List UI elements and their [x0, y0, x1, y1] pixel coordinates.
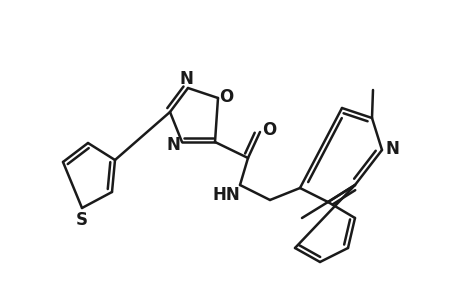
- Text: S: S: [76, 211, 88, 229]
- Text: HN: HN: [212, 186, 239, 204]
- Text: O: O: [261, 121, 275, 139]
- Text: O: O: [218, 88, 233, 106]
- Text: N: N: [179, 70, 192, 88]
- Text: N: N: [166, 136, 179, 154]
- Text: N: N: [384, 140, 398, 158]
